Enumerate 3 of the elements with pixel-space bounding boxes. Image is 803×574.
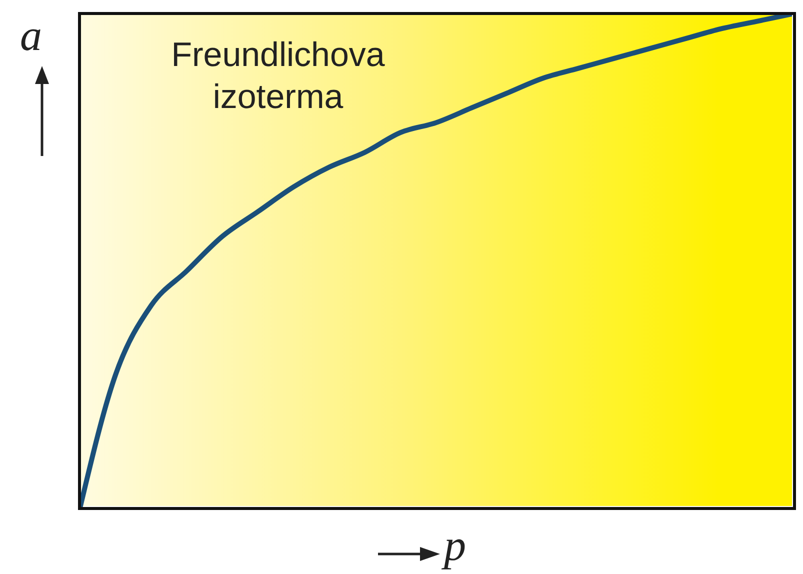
y-axis-title: a bbox=[20, 10, 42, 61]
x-axis-title: p bbox=[444, 520, 466, 571]
text: Freundlichova izoterma bbox=[170, 35, 386, 118]
